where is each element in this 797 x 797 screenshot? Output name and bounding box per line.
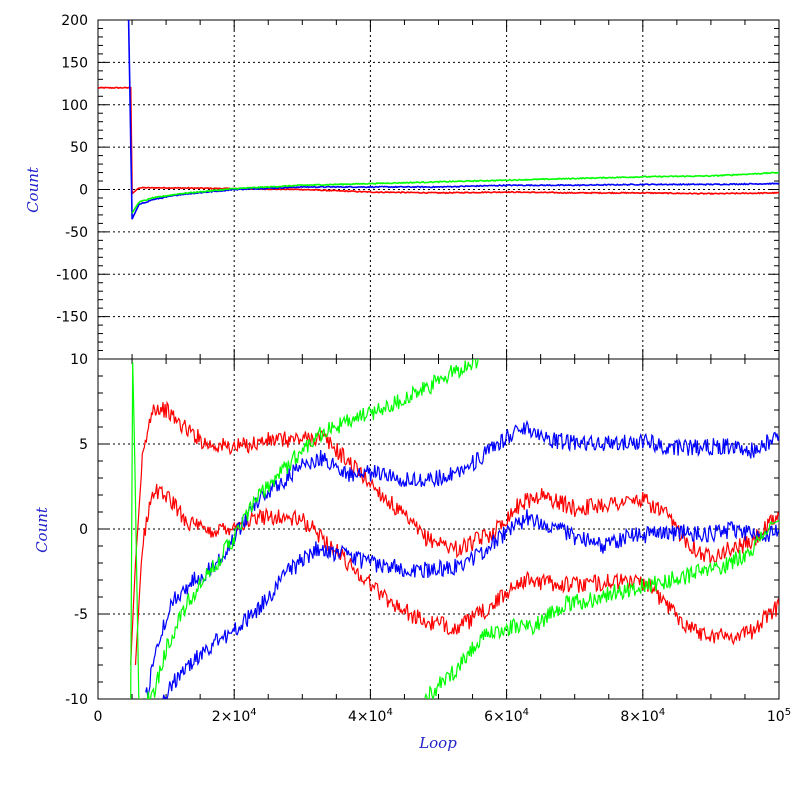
y-axis-title-top: Count bbox=[24, 166, 42, 213]
series-top bbox=[98, 20, 779, 220]
series-line-1 bbox=[134, 483, 779, 666]
y-tick-label: -10 bbox=[65, 692, 88, 708]
y-tick-label: -150 bbox=[56, 310, 88, 326]
x-tick-label: 8×104 bbox=[620, 707, 665, 725]
y-tick-label: -5 bbox=[74, 607, 88, 623]
y-tick-label: 5 bbox=[79, 437, 88, 453]
grid bbox=[98, 20, 779, 699]
series-bottom bbox=[130, 359, 779, 699]
series-line-5 bbox=[424, 519, 779, 699]
y-axis-title-bottom: Count bbox=[33, 506, 51, 553]
y-tick-label: -100 bbox=[56, 267, 88, 283]
y-tick-label: 10 bbox=[70, 352, 88, 368]
series-line-2 bbox=[131, 171, 779, 214]
y-tick-label: 100 bbox=[61, 98, 88, 114]
y-tick-label: 0 bbox=[79, 183, 88, 199]
x-tick-label: 2×104 bbox=[212, 707, 257, 725]
y-tick-label: 150 bbox=[61, 55, 88, 71]
y-tick-label: 50 bbox=[70, 140, 88, 156]
y-tick-label: 0 bbox=[79, 522, 88, 538]
y-tick-label: 200 bbox=[61, 13, 88, 29]
minor-ticks bbox=[97, 19, 780, 700]
x-tick-label: 0 bbox=[94, 709, 103, 725]
series-line-4 bbox=[130, 359, 480, 699]
x-tick-label: 4×104 bbox=[348, 707, 393, 725]
series-line-2 bbox=[145, 419, 779, 698]
x-tick-label: 105 bbox=[767, 707, 791, 725]
x-axis-title: Loop bbox=[418, 734, 457, 752]
series-line-0 bbox=[98, 86, 779, 196]
series-line-3 bbox=[162, 509, 779, 699]
y-tick-label: -50 bbox=[65, 225, 88, 241]
series-line-0 bbox=[130, 400, 779, 666]
x-tick-label: 6×104 bbox=[484, 707, 529, 725]
